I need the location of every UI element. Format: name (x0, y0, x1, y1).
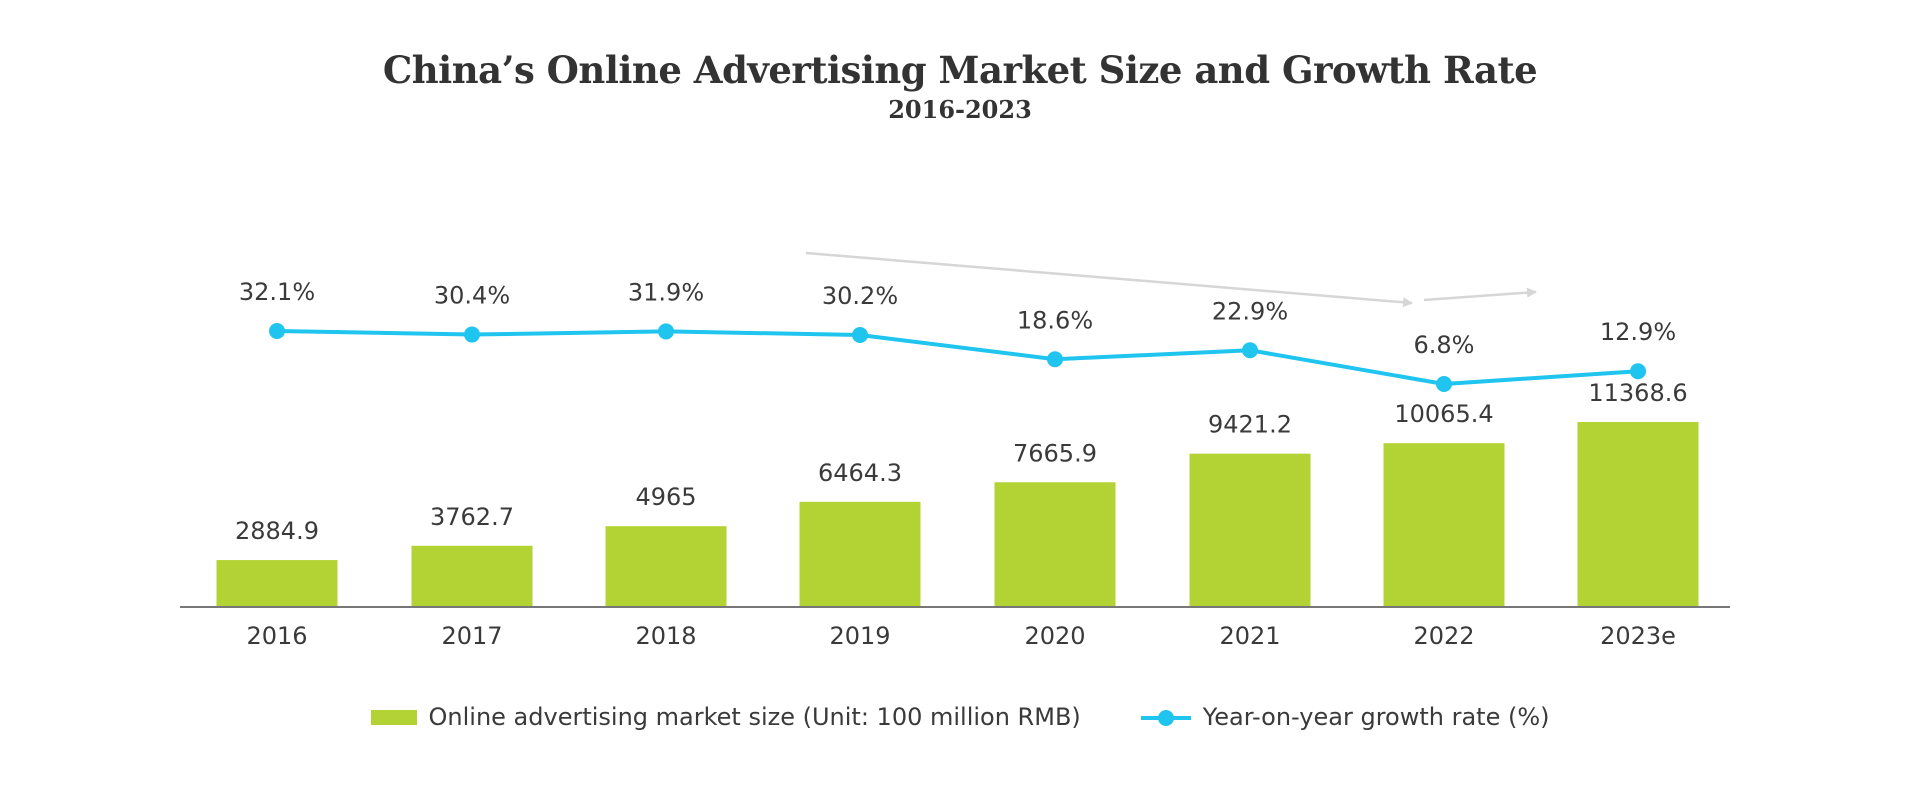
legend-label-market-size: Online advertising market size (Unit: 10… (428, 703, 1081, 731)
x-axis-labels: 2016 2017 2018 2019 2020 2021 2022 2023e (246, 622, 1675, 650)
growth-value-labels: 32.1% 30.4% 31.9% 30.2% 18.6% 22.9% 6.8% 12.9% (239, 278, 1676, 359)
legend-item-growth-rate: Year-on-year growth rate (%) (1140, 703, 1550, 731)
growth-points-layer (269, 323, 1646, 392)
growth-value-label-2019: 30.2% (822, 282, 898, 310)
bar-value-labels: 2884.9 3762.7 4965 6464.3 7665.9 9421.2 10065.… (235, 379, 1688, 545)
growth-point-2021 (1242, 342, 1258, 359)
bar-2023e (1577, 422, 1699, 607)
bars-layer (216, 422, 1699, 607)
bar-2018 (605, 526, 727, 607)
x-tick-label-2016: 2016 (246, 622, 307, 650)
growth-line-layer (275, 329, 1640, 386)
x-tick-label-2018: 2018 (635, 622, 696, 650)
growth-point-2020 (1047, 351, 1063, 368)
x-tick-label-2023e: 2023e (1600, 622, 1676, 650)
growth-rate-line (275, 329, 1640, 386)
growth-value-label-2016: 32.1% (239, 278, 315, 306)
legend: Online advertising market size (Unit: 10… (0, 703, 1920, 731)
growth-point-2023e (1630, 363, 1646, 380)
bar-2022 (1383, 443, 1505, 607)
downward-trend-arrow (805, 251, 1413, 308)
growth-value-label-2017: 30.4% (434, 282, 510, 310)
bar-2019 (799, 501, 921, 607)
chart-title: China’s Online Advertising Market Size a… (382, 48, 1538, 92)
bar-value-label-2022: 10065.4 (1394, 400, 1493, 428)
growth-point-2022 (1436, 376, 1452, 392)
bar-value-label-2019: 6464.3 (818, 459, 902, 487)
bar-2021 (1189, 453, 1311, 607)
bar-2016 (216, 560, 338, 607)
legend-line-swatch (1140, 707, 1191, 727)
x-tick-label-2017: 2017 (441, 622, 502, 650)
growth-value-label-2023e: 12.9% (1600, 318, 1676, 346)
legend-label-growth-rate: Year-on-year growth rate (%) (1202, 703, 1550, 731)
bar-value-label-2023e: 11368.6 (1588, 379, 1687, 407)
bar-2017 (411, 545, 533, 607)
bar-value-label-2021: 9421.2 (1208, 411, 1292, 439)
growth-point-2016 (269, 323, 285, 339)
growth-value-label-2022: 6.8% (1414, 331, 1475, 359)
upward-trend-arrow (1423, 287, 1537, 302)
growth-point-2018 (658, 323, 674, 340)
x-tick-label-2021: 2021 (1219, 622, 1280, 650)
legend-item-market-size: Online advertising market size (Unit: 10… (370, 703, 1081, 731)
bar-value-label-2018: 4965 (635, 483, 696, 511)
growth-value-label-2018: 31.9% (628, 278, 704, 306)
x-tick-label-2019: 2019 (829, 622, 890, 650)
title-block: China’s Online Advertising Market Size a… (0, 48, 1920, 125)
legend-bar-swatch (370, 709, 417, 725)
bar-value-label-2016: 2884.9 (235, 517, 319, 545)
growth-value-label-2020: 18.6% (1017, 306, 1093, 334)
growth-point-2017 (464, 326, 480, 343)
x-tick-label-2020: 2020 (1024, 622, 1085, 650)
growth-value-label-2021: 22.9% (1212, 297, 1288, 325)
bar-value-label-2020: 7665.9 (1013, 439, 1097, 467)
x-tick-label-2022: 2022 (1413, 622, 1474, 650)
bar-2020 (994, 482, 1116, 607)
bar-value-label-2017: 3762.7 (430, 503, 514, 531)
chart-subtitle: 2016-2023 (888, 95, 1032, 125)
growth-point-2019 (852, 326, 868, 343)
